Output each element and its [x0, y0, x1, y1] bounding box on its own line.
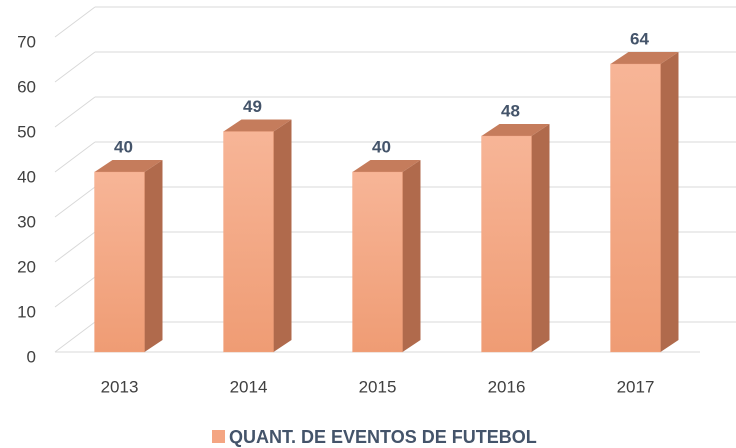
bar-top — [481, 124, 550, 136]
bar-side — [273, 119, 292, 352]
value-label: 40 — [114, 137, 133, 156]
bar-front — [352, 171, 403, 353]
legend-swatch — [212, 430, 225, 443]
grid-line-side — [54, 51, 96, 83]
bar-side — [144, 160, 163, 352]
grid-line-side — [54, 186, 96, 218]
x-tick-label: 2017 — [617, 377, 655, 396]
y-tick-label: 70 — [17, 32, 36, 51]
bar-front — [94, 171, 145, 353]
bar — [481, 124, 550, 353]
bar-top — [223, 119, 292, 132]
bar-top — [94, 160, 163, 172]
x-tick-label: 2014 — [230, 377, 268, 396]
y-tick-label: 40 — [17, 167, 36, 186]
grid-line-side — [54, 231, 96, 263]
bar-top — [610, 52, 679, 64]
grid-line-side — [54, 96, 96, 128]
bar-side — [660, 52, 679, 352]
y-tick-label: 30 — [17, 212, 36, 231]
bar-front — [610, 63, 661, 353]
bar — [94, 160, 163, 353]
value-label: 49 — [243, 97, 262, 116]
legend-label: QUANT. DE EVENTOS DE FUTEBOL — [229, 427, 537, 447]
x-tick-label: 2016 — [488, 377, 526, 396]
y-tick-label: 50 — [17, 122, 36, 141]
grid-line-side — [54, 276, 96, 308]
bar — [352, 160, 421, 353]
value-label: 48 — [501, 101, 520, 120]
value-label: 40 — [372, 137, 391, 156]
grid-line-side — [54, 141, 96, 173]
grid-line-side — [54, 6, 96, 38]
value-label: 64 — [630, 29, 649, 48]
y-tick-label: 0 — [27, 347, 36, 366]
bar-front — [481, 135, 532, 353]
bar — [610, 52, 679, 353]
bar-top — [352, 160, 421, 172]
y-tick-label: 20 — [17, 257, 36, 276]
bar-front — [223, 131, 274, 353]
grid-line-side — [54, 321, 96, 353]
x-tick-label: 2013 — [101, 377, 139, 396]
bar — [223, 119, 292, 353]
x-tick-label: 2015 — [359, 377, 397, 396]
y-tick-label: 60 — [17, 77, 36, 96]
bar-side — [402, 160, 421, 352]
bar-side — [531, 124, 550, 352]
y-tick-label: 10 — [17, 302, 36, 321]
